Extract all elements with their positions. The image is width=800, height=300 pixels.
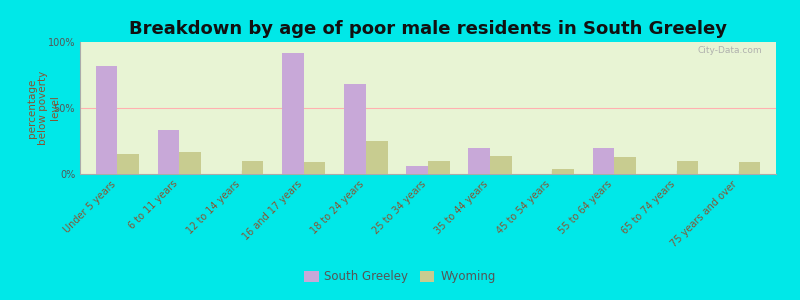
Bar — [304, 162, 326, 174]
Bar — [468, 148, 490, 174]
Bar — [344, 84, 366, 174]
Title: Breakdown by age of poor male residents in South Greeley: Breakdown by age of poor male residents … — [129, 20, 727, 38]
Bar — [179, 152, 201, 174]
Bar — [490, 155, 512, 174]
Bar — [593, 148, 614, 174]
Legend: South Greeley, Wyoming: South Greeley, Wyoming — [300, 266, 500, 288]
Bar — [118, 154, 139, 174]
Y-axis label: percentage
below poverty
level: percentage below poverty level — [27, 71, 60, 145]
Bar — [242, 161, 263, 174]
Bar — [614, 157, 636, 174]
Bar — [95, 66, 118, 174]
Text: City-Data.com: City-Data.com — [698, 46, 762, 55]
Bar — [428, 161, 450, 174]
Bar — [552, 169, 574, 174]
Bar — [677, 161, 698, 174]
Bar — [366, 141, 388, 174]
Bar — [158, 130, 179, 174]
Bar — [738, 162, 761, 174]
Bar — [282, 52, 304, 174]
Bar — [406, 166, 428, 174]
